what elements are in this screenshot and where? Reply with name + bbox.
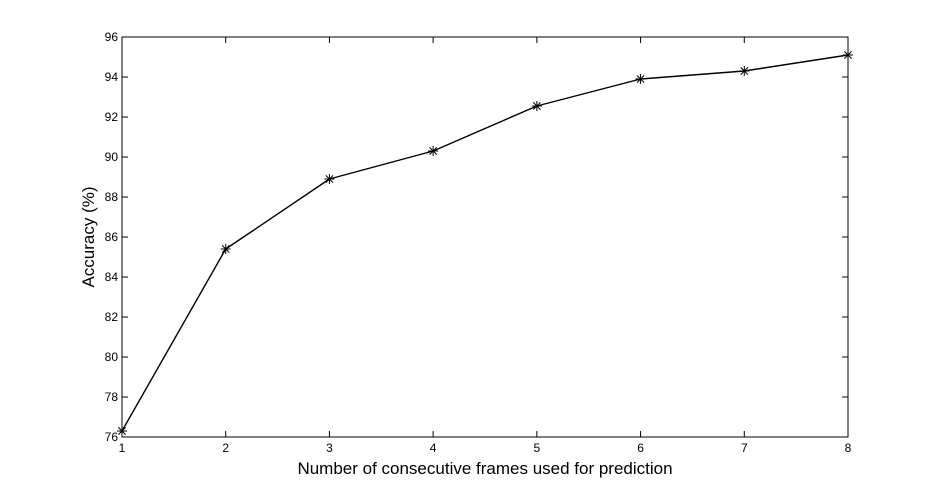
x-tick-label: 6 — [637, 441, 644, 455]
marker-stroke — [325, 175, 334, 183]
y-tick-label: 82 — [105, 310, 119, 324]
x-tick-label: 1 — [119, 441, 126, 455]
y-axis-label: Accuracy (%) — [79, 186, 98, 287]
y-tick-label: 88 — [105, 190, 119, 204]
plot-area-background — [122, 37, 848, 437]
x-tick-label: 3 — [326, 441, 333, 455]
x-tick-label: 4 — [430, 441, 437, 455]
data-point-asterisk-marker — [739, 66, 750, 76]
marker-stroke — [429, 147, 438, 155]
y-tick-label: 90 — [105, 150, 119, 164]
y-tick-label: 94 — [105, 70, 119, 84]
marker-stroke — [532, 102, 541, 110]
x-tick-label: 5 — [534, 441, 541, 455]
data-point-asterisk-marker — [531, 101, 542, 111]
y-tick-label: 92 — [105, 110, 119, 124]
data-point-asterisk-marker — [428, 146, 439, 156]
x-tick-label: 7 — [741, 441, 748, 455]
y-tick-label: 84 — [105, 270, 119, 284]
y-tick-label: 96 — [105, 30, 119, 44]
y-tick-label: 78 — [105, 390, 119, 404]
y-tick-label: 80 — [105, 350, 119, 364]
marker-stroke — [740, 67, 749, 75]
data-point-asterisk-marker — [635, 74, 646, 84]
data-point-asterisk-marker — [324, 174, 335, 184]
series-line — [121, 54, 849, 432]
data-point-asterisk-marker — [220, 244, 231, 254]
marker-stroke — [636, 75, 645, 83]
plot-area-frame — [121, 36, 849, 438]
x-tick-label: 8 — [845, 441, 852, 455]
data-series — [117, 50, 853, 436]
y-tick-label: 86 — [105, 230, 119, 244]
marker-stroke — [221, 245, 230, 253]
y-tick-label: 76 — [105, 430, 119, 444]
x-axis-label: Number of consecutive frames used for pr… — [297, 459, 672, 478]
x-tick-label: 2 — [222, 441, 229, 455]
